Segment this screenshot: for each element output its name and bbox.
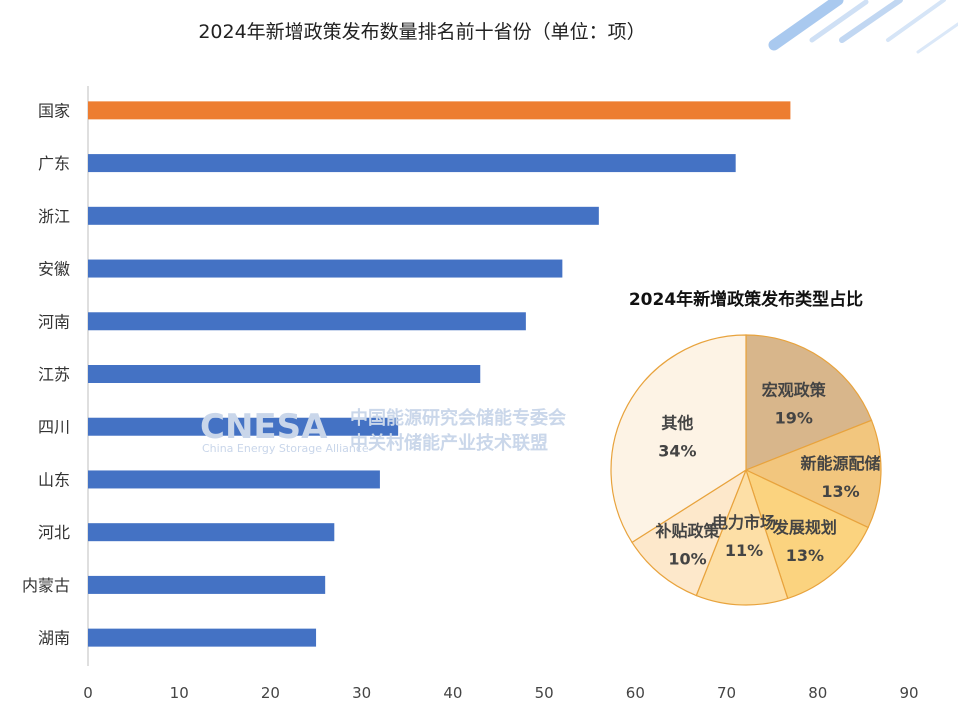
pie-slice-labels: 宏观政策 19% 新能源配储 13% 发展规划 13% 电力市场 11% 补贴政策 10% 其他 34… (654, 381, 880, 569)
watermark-line-1: 中国能源研究会储能专委会 (350, 407, 566, 429)
pie-slice-percent: 19% (775, 409, 813, 428)
pie-slices (610, 334, 882, 606)
pie-slice-name: 补贴政策 (654, 522, 720, 541)
x-tick-label: 60 (626, 684, 645, 702)
category-label: 河南 (38, 312, 70, 331)
bar-浙江 (88, 206, 599, 225)
pie-slice-name: 新能源配储 (800, 454, 880, 473)
x-tick-label: 40 (443, 684, 462, 702)
pie-slice-percent: 10% (668, 550, 706, 569)
category-label: 广东 (38, 154, 70, 173)
bar-国家 (88, 101, 791, 120)
pie-slice-发展规划 (745, 468, 869, 600)
bar-江苏 (88, 365, 481, 383)
bar-广东 (88, 154, 736, 173)
pie-slice-新能源配储 (744, 419, 882, 529)
pie-chart-title: 2024年新增政策发布类型占比 (629, 289, 863, 310)
x-tick-label: 10 (170, 684, 189, 702)
watermark: CNESA China Energy Storage Alliance 中国能源… (200, 407, 566, 455)
bar-内蒙古 (88, 575, 326, 594)
x-tick-label: 70 (717, 684, 736, 702)
bar-安徽 (88, 259, 563, 278)
bar-四川 (88, 417, 399, 436)
bar-山东 (88, 470, 380, 489)
category-label: 浙江 (38, 207, 70, 226)
category-label: 安徽 (38, 260, 70, 279)
pie-slice-其他 (610, 334, 747, 544)
category-label: 山东 (38, 470, 70, 489)
category-label: 江苏 (38, 365, 70, 384)
pie-slice-percent: 11% (725, 541, 763, 560)
x-axis-tick-labels: 0 10 20 30 40 50 60 70 80 90 (83, 684, 918, 702)
pie-slice-电力市场 (695, 468, 789, 606)
pie-slice-percent: 13% (821, 482, 859, 501)
pie-slice-percent: 13% (786, 546, 824, 565)
pie-slice-name: 发展规划 (772, 518, 837, 537)
watermark-line-2: 中关村储能产业技术联盟 (350, 432, 548, 454)
bar-series (88, 101, 791, 647)
category-label: 国家 (38, 101, 70, 120)
pie-slice-percent: 34% (658, 441, 696, 460)
pie-slice-补贴政策 (631, 468, 748, 597)
x-tick-label: 20 (261, 684, 280, 702)
pie-slice-宏观政策 (745, 334, 873, 471)
x-tick-label: 30 (352, 684, 371, 702)
category-label: 四川 (38, 418, 70, 437)
pie-slice-name: 其他 (661, 413, 693, 432)
pie-slice-name: 电力市场 (712, 513, 776, 532)
bar-湖南 (88, 628, 317, 647)
pie-slice-name: 宏观政策 (762, 381, 827, 400)
x-tick-label: 90 (899, 684, 918, 702)
watermark-logo-subtitle: China Energy Storage Alliance (202, 442, 369, 455)
watermark-logo: CNESA (200, 407, 328, 447)
category-label: 内蒙古 (22, 576, 70, 595)
x-tick-label: 0 (83, 684, 93, 702)
category-label: 河北 (38, 523, 70, 542)
bar-河北 (88, 523, 335, 542)
bar-chart-title: 2024年新增政策发布数量排名前十省份（单位：项） (198, 21, 645, 43)
x-tick-label: 80 (808, 684, 827, 702)
bar-河南 (88, 312, 526, 331)
x-tick-label: 50 (535, 684, 554, 702)
category-label: 湖南 (38, 629, 70, 648)
decorative-stripes (768, 0, 958, 54)
